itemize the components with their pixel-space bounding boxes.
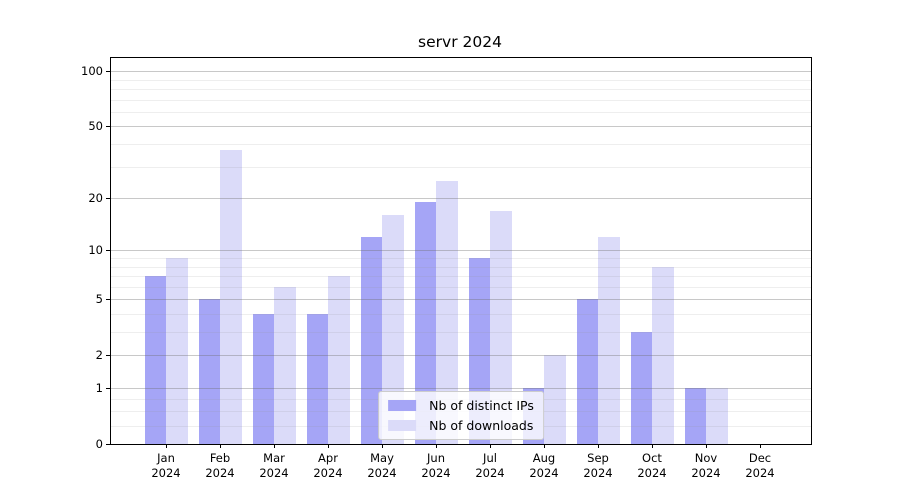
x-tick-label: Feb 2024 — [205, 451, 235, 480]
x-tick-label: Apr 2024 — [313, 451, 343, 480]
bar-distinct-ips-jan — [144, 276, 166, 444]
chart-title: servr 2024 — [418, 33, 502, 51]
bar-downloads-aug — [544, 355, 566, 444]
legend-item-downloads: Nb of downloads — [388, 417, 534, 434]
gridline-minor — [111, 258, 811, 260]
y-tick-label: 50 — [88, 119, 103, 134]
x-tick-label: Jun 2024 — [421, 451, 451, 480]
legend: Nb of distinct IPs Nb of downloads — [378, 391, 544, 440]
x-tick-mark — [382, 444, 384, 448]
gridline-major — [111, 71, 811, 73]
y-tick-label: 1 — [95, 381, 103, 396]
bar-distinct-ips-feb — [198, 299, 220, 444]
legend-item-label: Nb of downloads — [429, 418, 534, 433]
bar-downloads-nov — [706, 388, 728, 444]
y-tick-mark — [105, 443, 110, 445]
y-tick-label: 20 — [88, 191, 103, 206]
x-tick-mark — [760, 444, 762, 448]
x-tick-label: Nov 2024 — [691, 451, 721, 480]
y-tick-label: 100 — [81, 64, 103, 79]
bar-downloads-may — [382, 215, 404, 444]
x-tick-label: Jul 2024 — [475, 451, 505, 480]
bar-downloads-oct — [652, 266, 674, 444]
x-tick-mark — [166, 444, 168, 448]
x-tick-mark — [706, 444, 708, 448]
bar-distinct-ips-sep — [576, 299, 598, 444]
gridline-minor — [111, 99, 811, 101]
bar-distinct-ips-nov — [684, 388, 706, 444]
y-tick-mark — [105, 249, 110, 251]
y-tick-label: 0 — [95, 437, 103, 451]
gridline-major — [111, 355, 811, 357]
x-tick-label: May 2024 — [367, 451, 397, 480]
x-tick-label: Sep 2024 — [583, 451, 613, 480]
x-tick-mark — [436, 444, 438, 448]
x-tick-label: Dec 2024 — [745, 451, 775, 480]
gridline-minor — [111, 276, 811, 278]
x-tick-mark — [220, 444, 222, 448]
legend-item-label: Nb of distinct IPs — [429, 398, 534, 413]
plot-area: Nb of distinct IPs Nb of downloads 0 1 2 5 1… — [81, 57, 812, 480]
x-tick-mark — [490, 444, 492, 448]
gridline-minor — [111, 332, 811, 334]
bar-downloads-mar — [274, 286, 296, 444]
bar-downloads-sep — [598, 236, 620, 444]
y-tick-mark — [105, 298, 110, 300]
gridline-major — [111, 299, 811, 301]
gridline-major — [111, 126, 811, 128]
bar-distinct-ips-apr — [306, 314, 328, 444]
gridline-minor — [111, 144, 811, 146]
gridline-minor — [111, 79, 811, 81]
gridline-major — [111, 250, 811, 252]
legend-swatch-distinct-ips — [388, 400, 417, 411]
gridline-minor — [111, 111, 811, 113]
bar-distinct-ips-mar — [252, 314, 274, 444]
y-tick-mark — [105, 387, 110, 389]
x-tick-label: Oct 2024 — [637, 451, 667, 480]
y-tick-mark — [105, 70, 110, 72]
legend-item-distinct-ips: Nb of distinct IPs — [388, 397, 534, 414]
bar-downloads-feb — [220, 150, 242, 444]
x-tick-label: Mar 2024 — [259, 451, 289, 480]
x-tick-mark — [328, 444, 330, 448]
x-tick-label: Aug 2024 — [529, 451, 559, 480]
x-tick-mark — [652, 444, 654, 448]
y-tick-label: 5 — [95, 292, 103, 307]
gridline-minor — [111, 314, 811, 315]
gridline-minor — [111, 286, 811, 288]
bar-downloads-jun — [436, 180, 458, 444]
bar-distinct-ips-may — [360, 236, 382, 444]
y-tick-mark — [105, 125, 110, 128]
bar-distinct-ips-oct — [630, 332, 652, 444]
y-tick-mark — [105, 354, 110, 356]
y-tick-label: 2 — [95, 348, 103, 363]
legend-swatch-downloads — [388, 420, 417, 431]
x-tick-mark — [274, 444, 276, 448]
bar-downloads-apr — [328, 276, 350, 444]
y-tick-mark — [105, 197, 110, 199]
gridline-minor — [111, 266, 811, 268]
x-tick-label: Jan 2024 — [151, 451, 181, 480]
x-tick-mark — [598, 444, 600, 448]
gridline-major — [111, 198, 811, 200]
gridline-major — [111, 388, 811, 390]
x-tick-mark — [544, 444, 546, 448]
y-tick-label: 10 — [88, 243, 103, 258]
bar-downloads-jul — [490, 210, 512, 444]
bar-distinct-ips-jun — [414, 202, 436, 444]
bar-downloads-jan — [166, 258, 188, 444]
gridline-minor — [111, 166, 811, 168]
gridline-minor — [111, 89, 811, 91]
